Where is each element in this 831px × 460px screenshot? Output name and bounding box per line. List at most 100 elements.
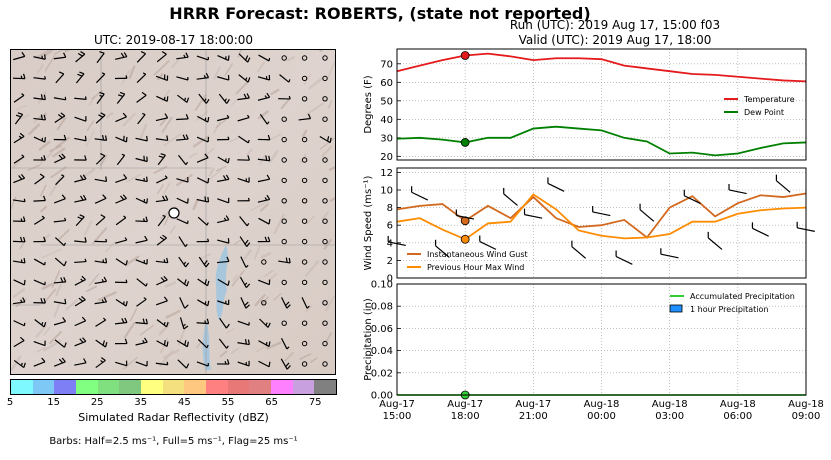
series-marker-1	[460, 51, 470, 60]
terrain-ridge	[85, 130, 95, 148]
wind-barb-flag	[142, 112, 146, 116]
wind-barb-shaft	[54, 156, 66, 164]
terrain-ridge	[46, 150, 54, 159]
wind-barb-flag	[227, 280, 230, 286]
wind-barb-shaft	[136, 53, 147, 63]
wind-barb-flag	[19, 336, 25, 341]
wind-barb	[114, 338, 128, 345]
terrain-ridge	[122, 112, 136, 127]
wind-barb-flag	[286, 304, 291, 309]
terrain-ridge	[43, 326, 51, 336]
wind-barb-flag	[207, 117, 210, 123]
wind-barb-shaft	[115, 177, 127, 183]
wind-barb-flag	[184, 243, 188, 248]
terrain-ridge	[44, 55, 56, 72]
wind-barb	[74, 358, 87, 366]
wind-barb	[156, 319, 169, 328]
wind-barb-flag	[20, 299, 23, 303]
wind-barb-flag	[186, 281, 190, 287]
wind-barb-flag	[40, 297, 43, 304]
radar-map[interactable]	[10, 49, 336, 375]
wind-barb	[114, 279, 128, 284]
wind-barb	[136, 278, 148, 287]
wind-barb-shaft	[13, 135, 25, 144]
wind-barb-shaft	[776, 180, 791, 193]
wind-barb	[259, 318, 271, 328]
x-tick-label: Aug-17	[379, 399, 415, 410]
wind-barb-flag	[104, 342, 108, 348]
wind-barb-shaft	[155, 300, 168, 306]
wind-barb	[34, 319, 47, 328]
wind-barb-shaft	[13, 177, 25, 184]
wind-barb-calm	[301, 361, 308, 367]
wind-barb-flag	[204, 196, 207, 202]
wind-barb	[218, 338, 229, 349]
wind-barb	[94, 257, 108, 264]
wind-barb-flag	[21, 154, 25, 158]
wind-barb-shaft	[179, 297, 186, 309]
terrain-ridge	[250, 200, 269, 212]
wind-barb-calm	[261, 259, 267, 265]
wind-barb	[115, 174, 128, 183]
wind-barb-flag	[184, 304, 189, 309]
wind-barb-shaft	[54, 339, 65, 348]
figure-title: HRRR Forecast: ROBERTS, (state not repor…	[169, 4, 591, 23]
terrain-ridge	[329, 196, 335, 202]
wind-barb-flag	[225, 158, 227, 162]
wind-barb-flag	[20, 218, 23, 222]
wind-barb-flag	[244, 339, 247, 345]
terrain-ridge	[161, 116, 173, 133]
colorbar-tick-label: 45	[178, 397, 191, 408]
wind-barb-shaft	[257, 96, 270, 101]
terrain-ridge	[273, 293, 282, 301]
wind-barb-shaft	[176, 76, 189, 81]
wind-barb	[53, 194, 66, 204]
terrain-ridge	[56, 117, 67, 131]
wind-barb-flag	[142, 72, 147, 75]
wind-barb	[216, 359, 230, 365]
terrain-ridge	[224, 63, 233, 76]
wind-barb	[196, 153, 209, 163]
wind-barb	[115, 360, 128, 367]
y-tick-label: 0.04	[371, 346, 393, 357]
terrain-ridge	[123, 356, 138, 370]
wind-barb-shaft	[96, 93, 105, 104]
wind-barb-flag	[121, 153, 125, 156]
wind-barb-flag	[122, 301, 125, 305]
wind-barb-flag	[63, 217, 67, 221]
wind-barb	[53, 134, 67, 141]
wind-barb	[95, 214, 106, 226]
wind-barb-flag	[223, 217, 227, 221]
wind-barb-flag	[247, 57, 251, 63]
colorbar-segment	[97, 380, 120, 394]
wind-barb-flag	[105, 176, 108, 182]
wind-barb	[298, 113, 312, 121]
wind-barb-shaft	[217, 156, 229, 164]
wind-barb	[240, 297, 250, 309]
wind-barb-shaft	[571, 246, 587, 259]
wind-barb-shaft	[216, 260, 230, 264]
x-tick-label: Aug-18	[720, 399, 756, 410]
x-tick-label: Aug-17	[447, 399, 483, 410]
wind-barb	[280, 358, 291, 370]
wind-barb-flag	[44, 261, 46, 266]
wind-barb-flag	[80, 195, 84, 201]
colorbar-segment	[54, 380, 77, 394]
wind-barb-flag	[123, 215, 127, 219]
wind-barb-shaft	[13, 156, 25, 164]
wind-barb	[33, 54, 46, 60]
wind-barb-shaft	[53, 301, 66, 305]
wind-barb	[238, 135, 250, 144]
wind-barb-flag	[246, 223, 250, 227]
wind-barb-flag	[100, 357, 106, 361]
wind-barb-shaft	[115, 56, 127, 60]
wind-barb-shaft	[196, 55, 209, 61]
wind-barb	[54, 357, 66, 367]
wind-barb-shaft	[238, 74, 249, 83]
wind-barb-shaft	[155, 362, 168, 366]
wind-barb	[33, 114, 46, 121]
wind-barb-flag	[285, 257, 288, 263]
wind-barb-flag	[141, 91, 147, 96]
wind-barb	[178, 236, 188, 248]
colorbar-segment	[76, 380, 98, 394]
